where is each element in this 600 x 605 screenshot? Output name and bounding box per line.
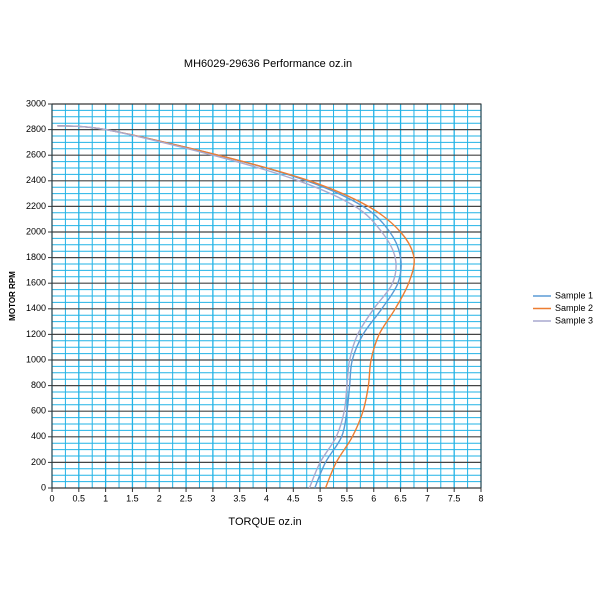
line-series — [57, 125, 415, 489]
x-tick-label: 4.5 — [287, 493, 300, 503]
line-series — [57, 125, 397, 489]
x-tick-label: 1 — [103, 493, 108, 503]
x-tick-label: 4 — [264, 493, 269, 503]
x-tick-label: 6.5 — [394, 493, 407, 503]
y-tick-label: 2000 — [26, 226, 46, 236]
plot-frame — [51, 103, 482, 489]
x-tick-label: 2 — [157, 493, 162, 503]
y-tick-label: 1200 — [26, 329, 46, 339]
y-tick-label: 2800 — [26, 124, 46, 134]
x-tick-label: 8 — [478, 493, 483, 503]
x-tick-label: 2.5 — [180, 493, 193, 503]
x-tick-label: 3 — [210, 493, 215, 503]
y-tick-label: 1600 — [26, 278, 46, 288]
x-tick-label: 6 — [371, 493, 376, 503]
x-tick-label: 5 — [318, 493, 323, 503]
y-tick-label: 400 — [31, 431, 46, 441]
y-tick-label: 800 — [31, 380, 46, 390]
y-tick-label: 1800 — [26, 252, 46, 262]
x-tick-label: 7 — [425, 493, 430, 503]
x-tick-label: 7.5 — [448, 493, 461, 503]
x-tick-label: 5.5 — [341, 493, 354, 503]
x-tick-label: 0 — [49, 493, 54, 503]
legend-label: Sample 3 — [555, 315, 593, 325]
y-tick-label: 600 — [31, 406, 46, 416]
x-tick-label: 1.5 — [126, 493, 139, 503]
y-tick-label: 3000 — [26, 98, 46, 108]
y-tick-label: 2200 — [26, 201, 46, 211]
y-axis-label: MOTOR RPM — [8, 271, 17, 321]
chart-title: MH6029-29636 Performance oz.in — [184, 58, 352, 70]
y-tick-label: 2600 — [26, 150, 46, 160]
y-tick-label: 0 — [41, 482, 46, 492]
legend-label: Sample 1 — [555, 290, 593, 300]
y-tick-label: 200 — [31, 457, 46, 467]
x-tick-label: 3.5 — [233, 493, 246, 503]
legend-label: Sample 2 — [555, 303, 593, 313]
y-tick-label: 1000 — [26, 354, 46, 364]
y-tick-label: 1400 — [26, 303, 46, 313]
x-tick-label: 0.5 — [73, 493, 86, 503]
y-tick-label: 2400 — [26, 175, 46, 185]
x-axis-label: TORQUE oz.in — [228, 516, 301, 528]
